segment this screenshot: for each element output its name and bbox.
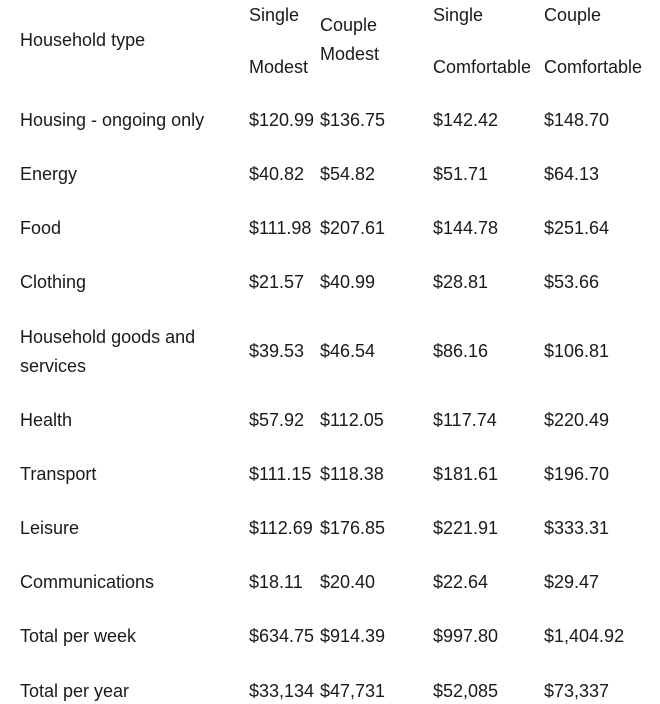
row-label: Total per week [20, 626, 137, 646]
row-label: Transport [20, 464, 97, 484]
cell-single-modest: $111.15 [249, 464, 312, 484]
row-label: Communications [20, 572, 155, 592]
cell-single-modest: $57.92 [249, 410, 305, 430]
cell-couple-comfortable: $251.64 [544, 218, 610, 238]
cell-single-modest: $39.53 [249, 341, 305, 361]
cell-couple-comfortable: $29.47 [544, 572, 600, 592]
cell-single-modest: $634.75 [249, 626, 315, 646]
cell-couple-comfortable: $106.81 [544, 341, 610, 361]
row-label: Housing - ongoing only [20, 110, 205, 130]
cell-couple-modest: $176.85 [320, 518, 386, 538]
cell-single-modest: $18.11 [249, 572, 303, 592]
header-single-modest-line1: Single [249, 5, 300, 25]
cell-couple-comfortable: $73,337 [544, 681, 610, 701]
cell-single-comfortable: $52,085 [433, 681, 499, 701]
cell-couple-modest: $118.38 [320, 464, 384, 484]
cell-couple-comfortable: $333.31 [544, 518, 610, 538]
row-label: Health [20, 410, 73, 430]
cell-single-modest: $112.69 [249, 518, 313, 538]
header-couple-comfortable-line2: Comfortable [544, 57, 643, 77]
cell-couple-comfortable: $64.13 [544, 164, 600, 184]
cell-couple-comfortable: $53.66 [544, 272, 600, 292]
cell-couple-comfortable: $148.70 [544, 110, 610, 130]
header-couple-comfortable-line1: Couple [544, 5, 602, 25]
cell-single-comfortable: $181.61 [433, 464, 499, 484]
cell-single-comfortable: $117.74 [433, 410, 497, 430]
header-couple-modest-line1: Couple [320, 15, 378, 35]
row-label: Food [20, 218, 62, 238]
row-label: Energy [20, 164, 78, 184]
cell-single-modest: $111.98 [249, 218, 312, 238]
cell-couple-modest: $47,731 [320, 681, 386, 701]
cell-single-modest: $120.99 [249, 110, 315, 130]
header-single-comfortable-line1: Single [433, 5, 484, 25]
row-label-line2: services [20, 356, 87, 376]
cell-couple-modest: $40.99 [320, 272, 376, 292]
cell-couple-modest: $20.40 [320, 572, 376, 592]
header-single-comfortable-line2: Comfortable [433, 57, 532, 77]
cell-single-comfortable: $144.78 [433, 218, 499, 238]
cell-couple-modest: $136.75 [320, 110, 386, 130]
cell-single-comfortable: $22.64 [433, 572, 489, 592]
row-label: Total per year [20, 681, 130, 701]
cell-single-comfortable: $28.81 [433, 272, 489, 292]
cell-couple-comfortable: $196.70 [544, 464, 610, 484]
header-household-type: Household type [20, 30, 146, 50]
row-label: Leisure [20, 518, 80, 538]
cell-single-comfortable: $142.42 [433, 110, 499, 130]
cell-couple-modest: $914.39 [320, 626, 386, 646]
cell-single-comfortable: $86.16 [433, 341, 489, 361]
cell-couple-comfortable: $1,404.92 [544, 626, 625, 646]
header-single-modest-line2: Modest [249, 57, 309, 77]
cell-couple-modest: $46.54 [320, 341, 376, 361]
cell-single-modest: $33,134 [249, 681, 315, 701]
cell-single-modest: $21.57 [249, 272, 305, 292]
cell-single-comfortable: $51.71 [433, 164, 489, 184]
row-label-line1: Household goods and [20, 327, 196, 347]
cell-single-modest: $40.82 [249, 164, 305, 184]
cell-couple-modest: $54.82 [320, 164, 376, 184]
header-couple-modest-line2: Modest [320, 44, 380, 64]
cell-couple-modest: $112.05 [320, 410, 384, 430]
cell-couple-modest: $207.61 [320, 218, 386, 238]
cell-single-comfortable: $221.91 [433, 518, 499, 538]
cell-couple-comfortable: $220.49 [544, 410, 610, 430]
row-label: Clothing [20, 272, 87, 292]
cell-single-comfortable: $997.80 [433, 626, 499, 646]
